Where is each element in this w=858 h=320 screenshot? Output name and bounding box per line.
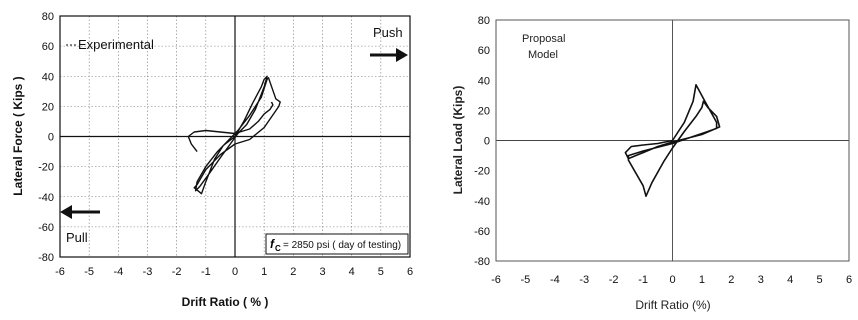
right-x-tick-label: 2 bbox=[728, 274, 734, 286]
fc-note-box: f C = 2850 psi ( day of testing) bbox=[265, 233, 409, 255]
left-x-tick-label: 6 bbox=[407, 266, 413, 278]
push-label: Push bbox=[373, 25, 403, 40]
left-x-tick-label: -6 bbox=[55, 266, 65, 278]
right-x-tick-label: 1 bbox=[699, 274, 705, 286]
left-y-tick-label: -40 bbox=[38, 192, 54, 204]
left-x-tick-label: 2 bbox=[290, 266, 296, 278]
right-y-tick-label: 60 bbox=[478, 45, 490, 57]
chart-proposal-model: -6 -5 -4 -3 -2 -1 0 1 2 3 4 5 6 80 60 40 20 0 -20 -40 -60 -8… bbox=[451, 15, 852, 312]
left-x-tick-label: -2 bbox=[172, 266, 182, 278]
right-y-tick-label: 0 bbox=[484, 136, 490, 148]
left-x-tick-label: 3 bbox=[319, 266, 325, 278]
right-x-tick-label: 0 bbox=[669, 274, 675, 286]
left-series-1 bbox=[187, 101, 274, 153]
right-y-tick-label: 80 bbox=[478, 15, 490, 27]
left-x-tick-label: -5 bbox=[84, 266, 94, 278]
right-x-tick-label: -3 bbox=[579, 274, 589, 286]
right-x-tick-label: 5 bbox=[817, 274, 823, 286]
left-y-tick-label: 80 bbox=[42, 11, 54, 23]
left-y-tick-label: 20 bbox=[42, 101, 54, 113]
left-y-tick-label: 40 bbox=[42, 71, 54, 83]
right-x-axis-label: Drift Ratio (%) bbox=[635, 298, 710, 312]
left-y-tick-label: 60 bbox=[42, 41, 54, 53]
fc-subscript: C bbox=[275, 244, 281, 253]
left-x-axis-label: Drift Ratio ( % ) bbox=[182, 295, 269, 309]
right-y-tick-label: -20 bbox=[474, 166, 490, 178]
pull-label: Pull bbox=[66, 230, 88, 245]
right-y-tick-labels: 80 60 40 20 0 -20 -40 -60 -80 bbox=[474, 15, 490, 268]
left-y-axis-label: Lateral Force ( Kips ) bbox=[11, 76, 25, 195]
left-series-group bbox=[187, 75, 281, 195]
left-x-tick-label: 0 bbox=[232, 266, 238, 278]
left-y-tick-label: -60 bbox=[38, 222, 54, 234]
fc-symbol: f bbox=[270, 237, 275, 251]
left-y-tick-label: -80 bbox=[38, 252, 54, 264]
right-series-0 bbox=[624, 84, 721, 197]
right-x-tick-label: 6 bbox=[846, 274, 852, 286]
right-x-tick-label: -6 bbox=[491, 274, 501, 286]
left-x-tick-label: -1 bbox=[201, 266, 211, 278]
right-x-tick-label: 3 bbox=[758, 274, 764, 286]
right-y-tick-label: -80 bbox=[474, 256, 490, 268]
left-y-tick-label: -20 bbox=[38, 162, 54, 174]
left-x-tick-labels: -6 -5 -4 -3 -2 -1 0 1 2 3 4 5 6 bbox=[55, 266, 413, 278]
right-y-tick-label: 20 bbox=[478, 105, 490, 117]
left-x-tick-label: 1 bbox=[261, 266, 267, 278]
left-y-tick-labels: 80 60 40 20 0 -20 -40 -60 -80 bbox=[38, 11, 54, 264]
right-y-tick-label: -40 bbox=[474, 196, 490, 208]
fc-text: = 2850 psi ( day of testing) bbox=[283, 240, 401, 251]
right-x-tick-label: -4 bbox=[550, 274, 560, 286]
pull-arrow-icon bbox=[60, 205, 100, 219]
right-y-tick-label: -60 bbox=[474, 226, 490, 238]
left-x-tick-label: 5 bbox=[378, 266, 384, 278]
right-y-tick-label: 40 bbox=[478, 75, 490, 87]
left-legend-label: Experimental bbox=[78, 37, 154, 52]
right-series-group bbox=[624, 84, 721, 197]
right-x-tick-label: -2 bbox=[609, 274, 619, 286]
left-y-tick-label: 0 bbox=[48, 132, 54, 144]
right-plot-frame bbox=[495, 19, 850, 262]
chart-experimental: -6 -5 -4 -3 -2 -1 0 1 2 3 4 5 6 80 60 40 20 0 -20 -40 -60 -8… bbox=[11, 11, 413, 309]
right-y-axis-label: Lateral Load (Kips) bbox=[451, 86, 465, 195]
left-x-tick-label: 4 bbox=[349, 266, 355, 278]
left-x-tick-label: -3 bbox=[143, 266, 153, 278]
right-legend-line1: Proposal bbox=[522, 33, 565, 45]
right-x-tick-label: 4 bbox=[787, 274, 793, 286]
push-arrow-icon bbox=[370, 48, 408, 62]
left-x-tick-label: -4 bbox=[113, 266, 123, 278]
right-x-tick-label: -5 bbox=[521, 274, 531, 286]
left-series-0 bbox=[193, 75, 281, 195]
right-x-tick-labels: -6 -5 -4 -3 -2 -1 0 1 2 3 4 5 6 bbox=[491, 274, 852, 286]
right-x-tick-label: -1 bbox=[638, 274, 648, 286]
right-legend-line2: Model bbox=[528, 49, 558, 61]
